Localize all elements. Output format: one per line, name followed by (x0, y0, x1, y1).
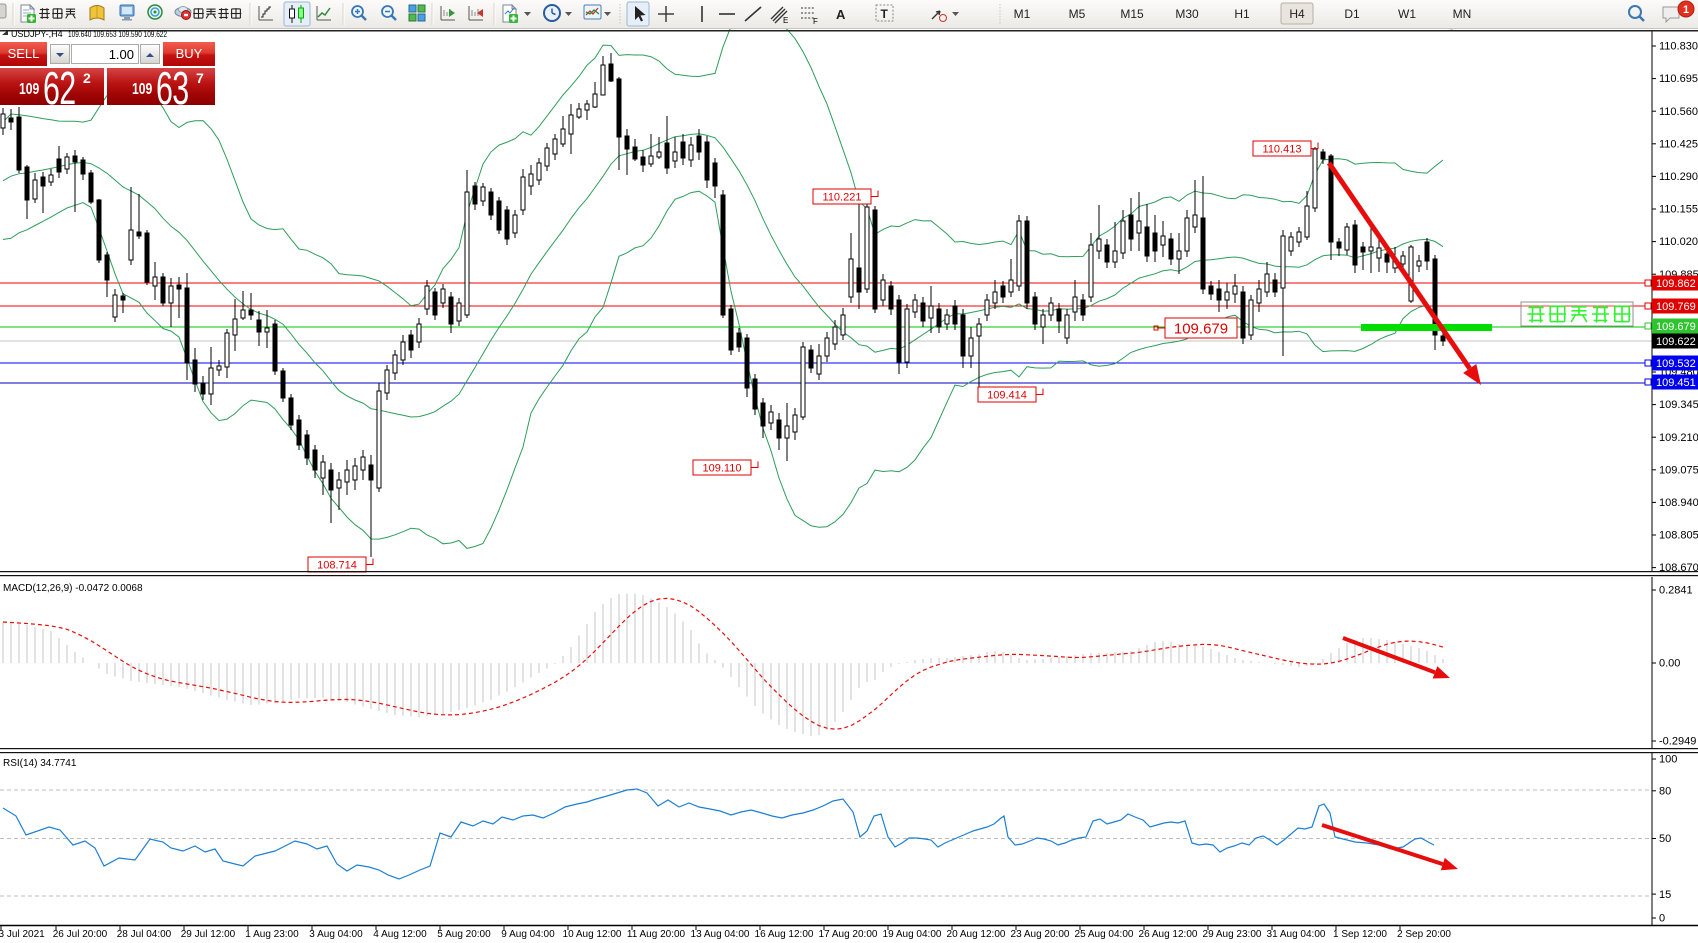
svg-text:0.00: 0.00 (1659, 658, 1680, 670)
svg-text:108.670: 108.670 (1659, 562, 1698, 574)
svg-text:110.020: 110.020 (1659, 236, 1698, 248)
svg-text:109.769: 109.769 (1656, 301, 1696, 313)
svg-text:23 Aug 20:00: 23 Aug 20:00 (1011, 929, 1070, 940)
svg-text:USDJPY-,H4: USDJPY-,H4 (11, 29, 63, 39)
svg-text:M30: M30 (1175, 7, 1199, 21)
svg-text:19 Aug 04:00: 19 Aug 04:00 (883, 929, 942, 940)
svg-text:109.532: 109.532 (1656, 358, 1696, 370)
svg-text:H1: H1 (1234, 7, 1250, 21)
svg-text:109.451: 109.451 (1656, 377, 1696, 389)
svg-text:25 Aug 04:00: 25 Aug 04:00 (1075, 929, 1134, 940)
svg-text:MN: MN (1453, 7, 1472, 21)
svg-text:10 Aug 12:00: 10 Aug 12:00 (563, 929, 622, 940)
svg-text:109.640 109.653 109.590 109.62: 109.640 109.653 109.590 109.622 (68, 30, 167, 39)
svg-text:1 Sep 12:00: 1 Sep 12:00 (1333, 929, 1387, 940)
svg-text:16 Aug 12:00: 16 Aug 12:00 (755, 929, 814, 940)
svg-text:109.622: 109.622 (1656, 336, 1696, 348)
svg-text:80: 80 (1659, 785, 1671, 797)
svg-text:110.695: 110.695 (1659, 73, 1698, 85)
svg-text:RSI(14) 34.7741: RSI(14) 34.7741 (3, 758, 77, 769)
svg-text:109.210: 109.210 (1659, 432, 1698, 444)
svg-text:13 Aug 04:00: 13 Aug 04:00 (691, 929, 750, 940)
svg-text:0: 0 (1659, 913, 1665, 925)
svg-text:T: T (881, 7, 889, 21)
svg-text:109.862: 109.862 (1656, 278, 1696, 290)
svg-text:D1: D1 (1344, 7, 1360, 21)
svg-text:-0.2949: -0.2949 (1659, 736, 1696, 748)
svg-text:W1: W1 (1398, 7, 1416, 21)
svg-text:29 Jul 12:00: 29 Jul 12:00 (181, 929, 236, 940)
svg-text:29 Aug 23:00: 29 Aug 23:00 (1203, 929, 1262, 940)
svg-text:108.805: 108.805 (1659, 530, 1698, 542)
svg-text:110.425: 110.425 (1659, 138, 1698, 150)
svg-text:M15: M15 (1120, 7, 1144, 21)
svg-text:110.560: 110.560 (1659, 106, 1698, 118)
svg-text:28 Jul 04:00: 28 Jul 04:00 (117, 929, 172, 940)
svg-text:F: F (813, 17, 818, 26)
svg-text:110.290: 110.290 (1659, 171, 1698, 183)
svg-text:23 Jul 2021: 23 Jul 2021 (0, 929, 45, 940)
svg-text:109.679: 109.679 (1174, 320, 1228, 337)
svg-text:M1: M1 (1014, 7, 1031, 21)
svg-text:110.155: 110.155 (1659, 204, 1698, 216)
svg-text:26 Jul 20:00: 26 Jul 20:00 (53, 929, 108, 940)
svg-text:17 Aug 20:00: 17 Aug 20:00 (819, 929, 878, 940)
svg-text:MACD(12,26,9) -0.0472 0.0068: MACD(12,26,9) -0.0472 0.0068 (3, 583, 143, 594)
svg-text:108.940: 108.940 (1659, 497, 1698, 509)
svg-text:4 Aug 12:00: 4 Aug 12:00 (373, 929, 427, 940)
svg-text:3 Aug 04:00: 3 Aug 04:00 (309, 929, 363, 940)
svg-text:31 Aug 04:00: 31 Aug 04:00 (1267, 929, 1326, 940)
svg-text:108.714: 108.714 (317, 559, 357, 571)
svg-text:109.075: 109.075 (1659, 464, 1698, 476)
svg-text:0.2841: 0.2841 (1659, 585, 1693, 597)
svg-text:109.345: 109.345 (1659, 399, 1698, 411)
svg-text:2 Sep 20:00: 2 Sep 20:00 (1397, 929, 1451, 940)
svg-text:20 Aug 12:00: 20 Aug 12:00 (947, 929, 1006, 940)
svg-text:M5: M5 (1069, 7, 1086, 21)
svg-text:A: A (836, 7, 846, 22)
svg-text:50: 50 (1659, 833, 1671, 845)
svg-text:110.221: 110.221 (823, 191, 862, 203)
svg-text:100: 100 (1659, 754, 1677, 766)
svg-text:9 Aug 04:00: 9 Aug 04:00 (501, 929, 555, 940)
svg-text:1: 1 (1683, 4, 1689, 16)
svg-text:26 Aug 12:00: 26 Aug 12:00 (1139, 929, 1198, 940)
svg-text:110.413: 110.413 (1263, 143, 1302, 155)
svg-text:109.110: 109.110 (703, 462, 742, 474)
svg-text:109.679: 109.679 (1656, 321, 1696, 333)
svg-text:1 Aug 23:00: 1 Aug 23:00 (245, 929, 299, 940)
svg-text:5 Aug 20:00: 5 Aug 20:00 (437, 929, 491, 940)
svg-text:15: 15 (1659, 889, 1671, 901)
svg-text:11 Aug 20:00: 11 Aug 20:00 (627, 929, 686, 940)
svg-text:110.830: 110.830 (1659, 41, 1698, 53)
svg-text:E: E (783, 16, 788, 25)
svg-text:H4: H4 (1289, 7, 1305, 21)
svg-text:109.414: 109.414 (987, 389, 1027, 401)
